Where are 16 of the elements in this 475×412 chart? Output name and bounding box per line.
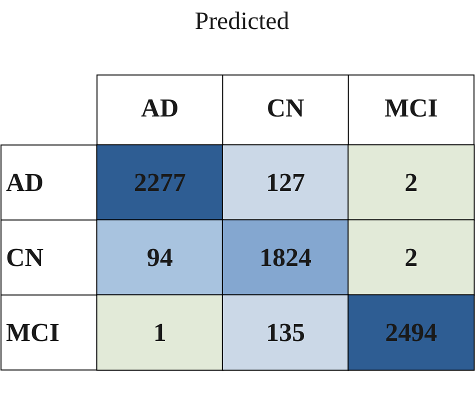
x-tick-label: CN (266, 94, 304, 122)
data-label: 1824 (260, 243, 312, 272)
data-label: 1 (153, 318, 166, 347)
data-label: 2 (404, 243, 418, 272)
data-label: 2494 (385, 318, 438, 347)
data-label: 2 (404, 168, 418, 197)
data-label: 2277 (134, 168, 186, 197)
x-tick-label: AD (141, 94, 179, 122)
data-label: 94 (146, 243, 173, 272)
x-tick-label: MCI (384, 94, 438, 122)
data-label: 135 (266, 318, 305, 347)
y-tick-label: MCI (6, 318, 60, 347)
y-tick-label: CN (6, 243, 44, 272)
y-tick-label: AD (6, 168, 44, 197)
x-axis-title: Predicted (194, 8, 290, 35)
data-label: 127 (266, 168, 305, 197)
